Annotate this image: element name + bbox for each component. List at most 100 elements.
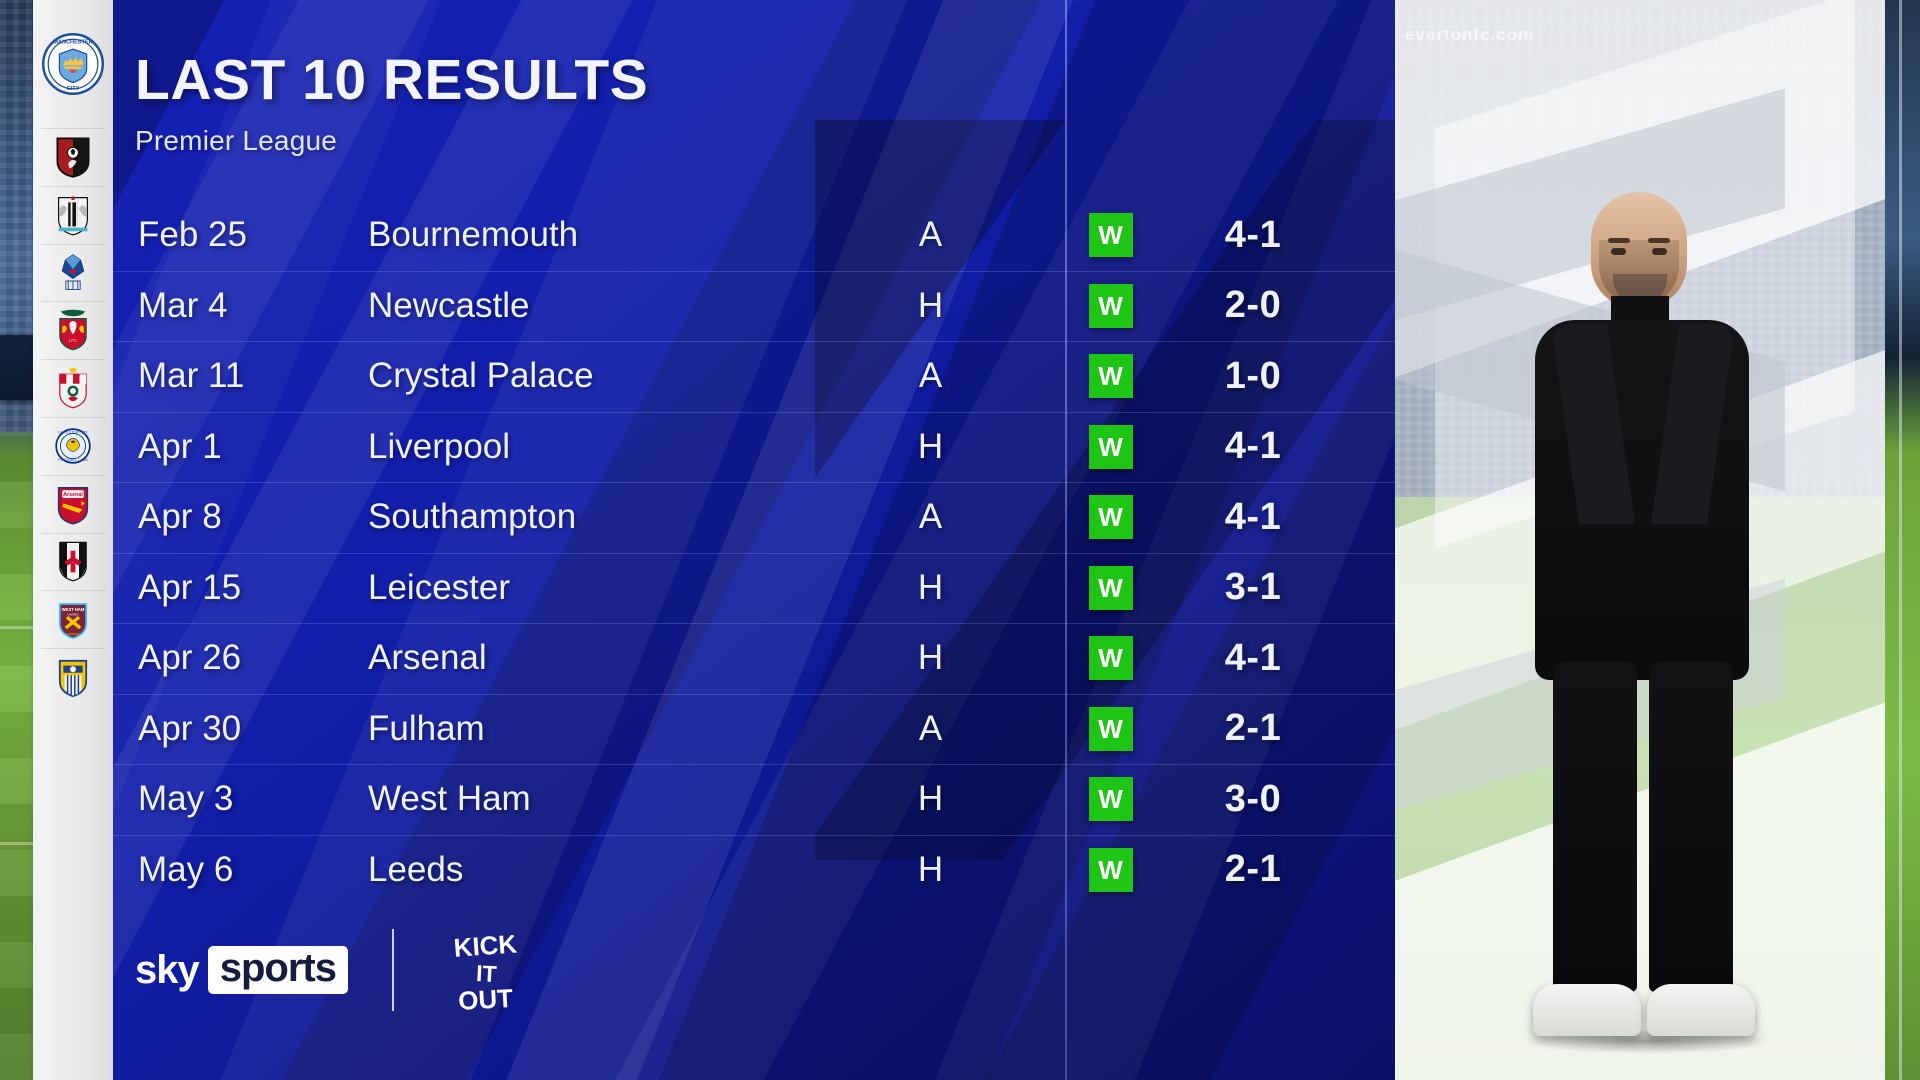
- result-date: May 3: [138, 779, 234, 819]
- svg-text:UNITED: UNITED: [67, 613, 79, 617]
- result-date: Apr 26: [138, 638, 242, 678]
- result-date: Mar 11: [138, 356, 245, 396]
- sidebar-crest-fulham[interactable]: [33, 532, 113, 591]
- result-venue: A: [918, 215, 943, 255]
- result-outcome-cell: W: [1043, 283, 1178, 328]
- sidebar-crest-leicester[interactable]: LEICESTER CITY FOOTBALL CLUB: [33, 416, 113, 475]
- sky-wordmark: sky: [135, 947, 200, 992]
- result-venue: H: [917, 285, 944, 325]
- result-score: 2-1: [1224, 707, 1282, 750]
- svg-text:WEST HAM: WEST HAM: [62, 607, 85, 612]
- team-crest-sidebar: MANCHESTER CITY: [33, 0, 113, 1080]
- result-date: Mar 4: [138, 285, 228, 325]
- result-opponent: Bournemouth: [368, 215, 579, 255]
- result-venue: H: [917, 426, 944, 466]
- table-row[interactable]: Apr 26 Arsenal H W 4-1: [113, 623, 1395, 694]
- svg-text:MANCHESTER: MANCHESTER: [53, 40, 92, 46]
- result-venue: H: [917, 638, 944, 678]
- result-score: 4-1: [1224, 425, 1282, 468]
- svg-text:Arsenal: Arsenal: [63, 492, 83, 498]
- status-badge: W: [1088, 495, 1133, 540]
- kio-line-2: IT: [476, 960, 498, 987]
- result-venue: A: [918, 708, 943, 748]
- sidebar-crest-bournemouth[interactable]: [33, 128, 113, 186]
- result-opponent: Newcastle: [368, 285, 530, 325]
- status-badge: W: [1088, 565, 1133, 610]
- result-date: Apr 30: [138, 708, 242, 748]
- table-row[interactable]: Apr 1 Liverpool H W 4-1: [113, 411, 1395, 483]
- table-row[interactable]: Mar 11 Crystal Palace A W 1-0: [113, 341, 1395, 412]
- status-badge: W: [1088, 213, 1133, 258]
- sidebar-crest-arsenal[interactable]: Arsenal: [33, 474, 113, 533]
- figure-eye: [1652, 248, 1667, 255]
- sidebar-crest-liverpool[interactable]: LFC: [33, 301, 113, 359]
- result-score: 4-1: [1224, 213, 1282, 256]
- west-ham-crest: WEST HAM UNITED LONDON: [58, 603, 88, 640]
- figure-shoe: [1647, 984, 1755, 1036]
- sidebar-crest-manchester-city[interactable]: MANCHESTER CITY: [33, 0, 113, 128]
- result-outcome-cell: W: [1043, 213, 1178, 258]
- result-score: 3-1: [1224, 566, 1282, 609]
- result-outcome-cell: W: [1043, 495, 1178, 540]
- sidebar-crest-leeds[interactable]: [33, 648, 113, 706]
- table-row[interactable]: May 3 West Ham H W 3-0: [113, 764, 1395, 835]
- figure-leg: [1649, 662, 1733, 992]
- svg-text:FOOTBALL CLUB: FOOTBALL CLUB: [58, 458, 88, 462]
- table-row[interactable]: Mar 4 Newcastle H W 2-0: [113, 270, 1395, 342]
- result-venue: A: [918, 356, 943, 396]
- result-outcome-cell: W: [1043, 777, 1178, 822]
- panel-header: LAST 10 RESULTS Premier League: [135, 52, 648, 157]
- sidebar-crest-crystal-palace[interactable]: [33, 243, 113, 302]
- result-opponent: Crystal Palace: [368, 356, 594, 396]
- sidebar-crest-newcastle[interactable]: [33, 185, 113, 244]
- result-score: 4-1: [1224, 636, 1282, 679]
- arsenal-crest: Arsenal: [57, 486, 89, 525]
- table-row[interactable]: Apr 8 Southampton A W 4-1: [113, 482, 1395, 553]
- results-table: Feb 25 Bournemouth A W 4-1 Mar 4 Newcastle H W 2-…: [113, 200, 1395, 905]
- southampton-crest: [59, 367, 87, 409]
- kio-line-1: KICK: [453, 930, 518, 962]
- manager-panel: evertonfc.com: [1395, 0, 1885, 1080]
- result-date: Feb 25: [138, 215, 247, 255]
- kick-it-out-logo: KICK IT OUT: [453, 930, 518, 1016]
- result-outcome-cell: W: [1043, 706, 1178, 751]
- sidebar-crest-west-ham[interactable]: WEST HAM UNITED LONDON: [33, 590, 113, 648]
- live-feed-sliver-right: [1885, 0, 1920, 1080]
- sports-wordmark: sports: [207, 946, 348, 994]
- figure-leg: [1553, 662, 1637, 992]
- result-outcome-cell: W: [1043, 565, 1178, 610]
- result-opponent: Leeds: [368, 849, 464, 889]
- logo-separator: [392, 929, 394, 1011]
- result-date: Apr 8: [138, 497, 222, 537]
- status-badge: W: [1088, 636, 1133, 681]
- svg-text:LEICESTER CITY: LEICESTER CITY: [58, 430, 88, 434]
- result-score: 4-1: [1224, 495, 1282, 538]
- svg-text:LFC: LFC: [69, 338, 77, 343]
- result-outcome-cell: W: [1043, 847, 1178, 892]
- kio-line-3: OUT: [458, 985, 514, 1016]
- status-badge: W: [1088, 424, 1133, 469]
- page-title: LAST 10 RESULTS: [135, 48, 649, 112]
- table-row[interactable]: Apr 30 Fulham A W 2-1: [113, 693, 1395, 765]
- table-row[interactable]: Feb 25 Bournemouth A W 4-1: [113, 200, 1395, 271]
- table-row[interactable]: May 6 Leeds H W 2-1: [113, 834, 1395, 906]
- result-outcome-cell: W: [1043, 424, 1178, 469]
- column-divider: [1065, 0, 1067, 1080]
- result-venue: A: [918, 497, 943, 537]
- figure-eye: [1611, 248, 1626, 255]
- result-score: 2-0: [1224, 284, 1282, 327]
- manchester-city-crest: MANCHESTER CITY: [42, 33, 104, 95]
- result-score: 2-1: [1224, 848, 1282, 891]
- result-outcome-cell: W: [1043, 636, 1178, 681]
- leeds-crest: [58, 659, 88, 698]
- table-row[interactable]: Apr 15 Leicester H W 3-1: [113, 552, 1395, 624]
- sidebar-crest-southampton[interactable]: [33, 359, 113, 417]
- manager-figure: [1513, 192, 1773, 1054]
- result-date: Apr 15: [138, 567, 242, 607]
- sky-sports-logo: sky sports: [135, 946, 348, 994]
- result-score: 3-0: [1224, 777, 1282, 820]
- result-date: May 6: [138, 849, 234, 889]
- status-badge: W: [1088, 847, 1133, 892]
- footer-logos: sky sports KICK IT OUT: [135, 922, 534, 1018]
- svg-text:CITY: CITY: [67, 86, 80, 92]
